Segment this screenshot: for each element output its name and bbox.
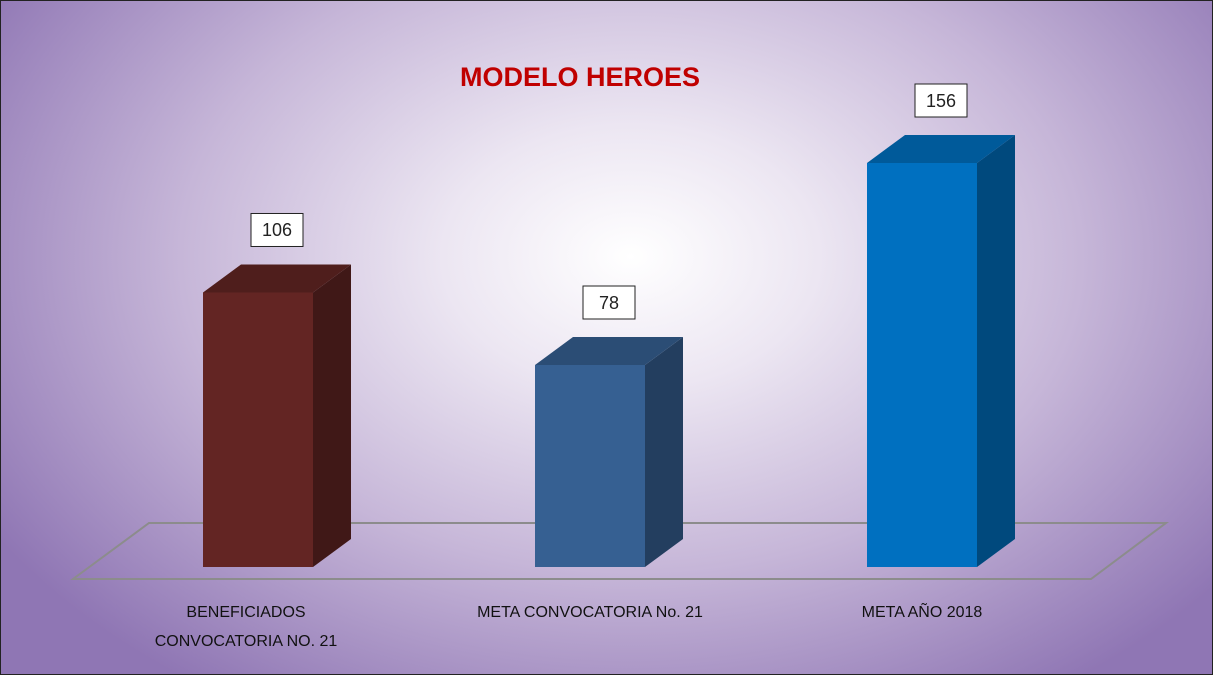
x-tick-label: BENEFICIADOS CONVOCATORIA NO. 21 <box>154 604 338 650</box>
value-label-box <box>914 83 968 118</box>
chart-title: MODELO HEROES <box>460 62 700 92</box>
bar-side <box>977 135 1015 567</box>
value-label: 106 <box>262 220 292 240</box>
bar <box>203 292 313 567</box>
value-label-box <box>250 212 304 247</box>
bar-top <box>535 337 683 365</box>
bar-top <box>203 264 351 293</box>
value-label-box <box>582 285 636 320</box>
value-label: 78 <box>599 293 619 313</box>
bar-top <box>867 135 1015 163</box>
bar-side <box>645 337 683 567</box>
x-tick-label: META AÑO 2018 <box>861 604 983 621</box>
bar <box>867 163 977 567</box>
bar-side <box>313 264 351 567</box>
bar <box>535 365 645 567</box>
floor <box>69 522 1170 580</box>
x-tick-label: META CONVOCATORIA No. 21 <box>477 604 703 621</box>
value-label: 156 <box>926 91 956 111</box>
